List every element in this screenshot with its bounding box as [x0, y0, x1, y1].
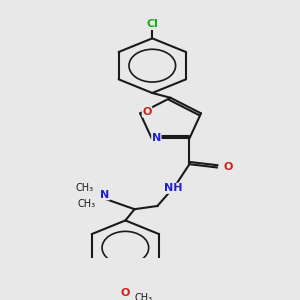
Text: CH₃: CH₃ — [75, 183, 93, 193]
Text: CH₃: CH₃ — [135, 292, 153, 300]
Text: N: N — [152, 134, 161, 143]
Text: O: O — [142, 107, 152, 117]
Text: O: O — [121, 288, 130, 298]
Text: CH₃: CH₃ — [77, 200, 96, 209]
Text: Cl: Cl — [146, 19, 158, 29]
Text: N: N — [100, 190, 110, 200]
Text: O: O — [224, 162, 233, 172]
Text: NH: NH — [164, 183, 183, 193]
